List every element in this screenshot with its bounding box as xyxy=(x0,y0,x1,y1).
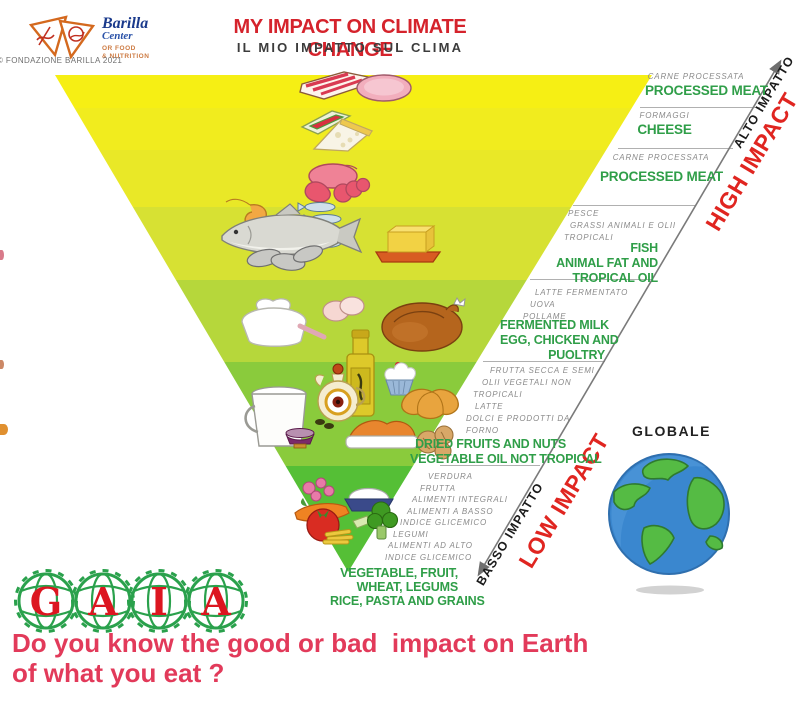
tier-3-label-it: CARNE PROCESSATA xyxy=(612,153,710,162)
dairy-egg-poultry-icon xyxy=(241,296,466,352)
gaia-globe-letter-g-icon: G xyxy=(14,569,78,633)
edge-artifact xyxy=(0,360,4,369)
tier-6-labels-it: FRUTTA SECCA E SEMI OLII VEGETALI NON TR… xyxy=(466,366,595,435)
tier-divider xyxy=(618,148,733,149)
tier-3-label-en: PROCESSED MEAT xyxy=(600,169,723,184)
fish-and-fats-icon xyxy=(221,198,442,271)
tier-2-label-en: CHEESE xyxy=(637,122,692,137)
edge-artifact xyxy=(0,424,8,435)
tier-1-label-en: PROCESSED MEAT xyxy=(645,83,768,98)
cheese-icon xyxy=(300,110,374,152)
tier-2-label-it: FORMAGGI xyxy=(639,111,690,120)
oils-sweets-milk-icon xyxy=(244,329,459,460)
svg-text:G: G xyxy=(30,579,62,624)
tier-divider xyxy=(640,107,760,108)
lobster-icon xyxy=(304,163,371,203)
copyright-note: © FONDAZIONE BARILLA 2021 xyxy=(0,56,123,65)
earth-globe-icon xyxy=(608,453,730,595)
svg-text:A: A xyxy=(87,579,118,624)
svg-text:I: I xyxy=(150,579,168,624)
tier-1-labels: CARNE PROCESSATA PROCESSED MEAT xyxy=(645,71,768,98)
tier-7-labels-it: VERDURA FRUTTA ALIMENTI INTEGRALI ALIMEN… xyxy=(385,472,508,562)
tier-5-labels-en: FERMENTED MILK EGG, CHICKEN AND PUOLTRY xyxy=(500,318,619,362)
tier-7-labels-en: VEGETABLE, FRUIT, WHEAT, LEGUMS RICE, PA… xyxy=(330,566,485,608)
tier-4-labels-en: FISH ANIMAL FAT AND TROPICAL OIL xyxy=(556,241,658,285)
logo-text: Barilla Center OR FOOD & NUTRITION xyxy=(102,16,149,61)
barilla-center-emblem-icon xyxy=(28,15,96,60)
tier-4-labels-it: PESCE GRASSI ANIMALI E OLII TROPICALI xyxy=(564,209,676,242)
tier-6-labels-en: DRIED FRUITS AND NUTS VEGETABLE OIL NOT … xyxy=(410,437,602,466)
tier-3-labels: CARNE PROCESSATA PROCESSED MEAT xyxy=(600,152,723,184)
edge-artifact xyxy=(0,250,4,260)
logo-center: Center xyxy=(102,30,133,42)
gaia-globe-letter-i-icon: I xyxy=(127,569,191,633)
tier-1-label-it: CARNE PROCESSATA xyxy=(647,72,745,81)
logo-tagline-1: OR FOOD xyxy=(102,45,136,52)
logo-tagline-2: & NUTRITION xyxy=(102,53,150,60)
question-line-1: Do you know the good or bad impact on Ea… xyxy=(12,628,589,658)
svg-text:A: A xyxy=(200,579,231,624)
globale-label: GLOBALE xyxy=(632,423,711,439)
processed-meat-icon xyxy=(299,71,412,102)
question-line-2: of what you eat ? xyxy=(12,658,225,688)
vegetables-grains-icon xyxy=(294,477,399,545)
tier-5-labels-it: LATTE FERMENTATO UOVA POLLAME xyxy=(523,288,629,321)
gaia-logo: G A I A xyxy=(14,569,250,633)
page-subtitle: IL MIO IMPATTO SUL CLIMA xyxy=(236,40,464,55)
tier-divider xyxy=(573,205,695,206)
gaia-globe-letter-a-icon: A xyxy=(71,569,135,633)
tier-2-labels: FORMAGGI CHEESE xyxy=(622,110,707,137)
logo-brand: Barilla xyxy=(102,15,149,32)
page-title: MY IMPACT ON CLIMATE CHANGE xyxy=(233,16,467,61)
gaia-globe-letter-a2-icon: A xyxy=(184,569,248,633)
